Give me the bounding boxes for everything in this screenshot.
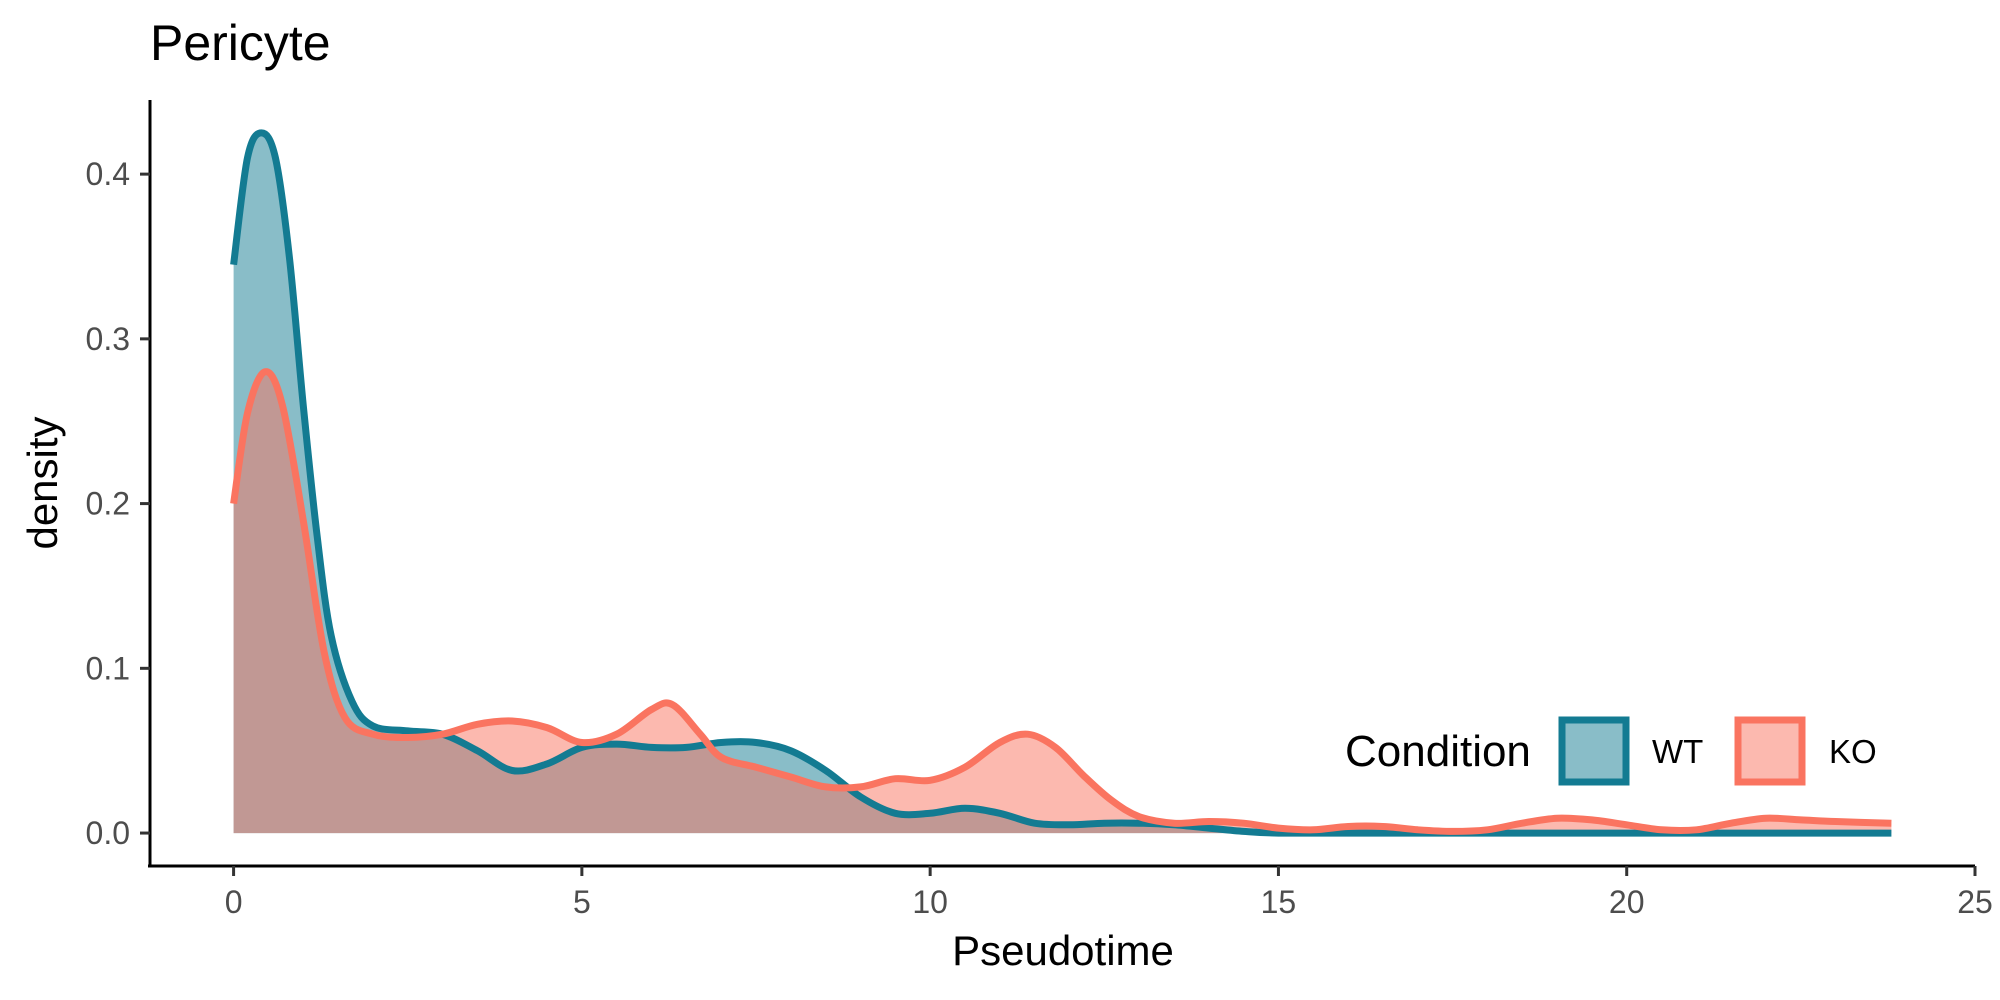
legend-label-ko: KO [1829,733,1877,770]
legend-key-wt [1558,716,1630,786]
x-tick-label: 20 [1609,884,1645,920]
x-tick-label: 25 [1957,884,1993,920]
y-axis-title: density [19,416,66,549]
legend: Condition WT KO [1345,716,1877,786]
legend-items: WT KO [1558,716,1877,786]
density-area-ko [233,371,1892,834]
y-tick-label: 0.0 [86,815,130,851]
x-tick-label: 5 [573,884,591,920]
area-fills [233,132,1892,834]
y-tick-label: 0.4 [86,156,130,192]
legend-title: Condition [1345,727,1531,776]
chart-title: Pericyte [150,15,331,71]
series-layer [230,129,1892,837]
y-tick-label: 0.1 [86,650,130,686]
legend-label-wt: WT [1652,733,1703,770]
x-axis-title: Pseudotime [952,927,1174,974]
x-tick-label: 10 [912,884,948,920]
density-lines [230,129,1892,837]
y-tick-label: 0.2 [86,486,130,522]
x-tick-label: 0 [225,884,243,920]
legend-key-ko [1734,716,1806,786]
x-axis-ticks: 0 5 10 15 20 25 [225,866,1993,920]
density-line-wt [230,129,1892,837]
x-tick-label: 15 [1261,884,1297,920]
y-axis-ticks: 0.0 0.1 0.2 0.3 0.4 [86,156,150,851]
density-line-ko [230,368,1892,835]
y-tick-label: 0.3 [86,321,130,357]
